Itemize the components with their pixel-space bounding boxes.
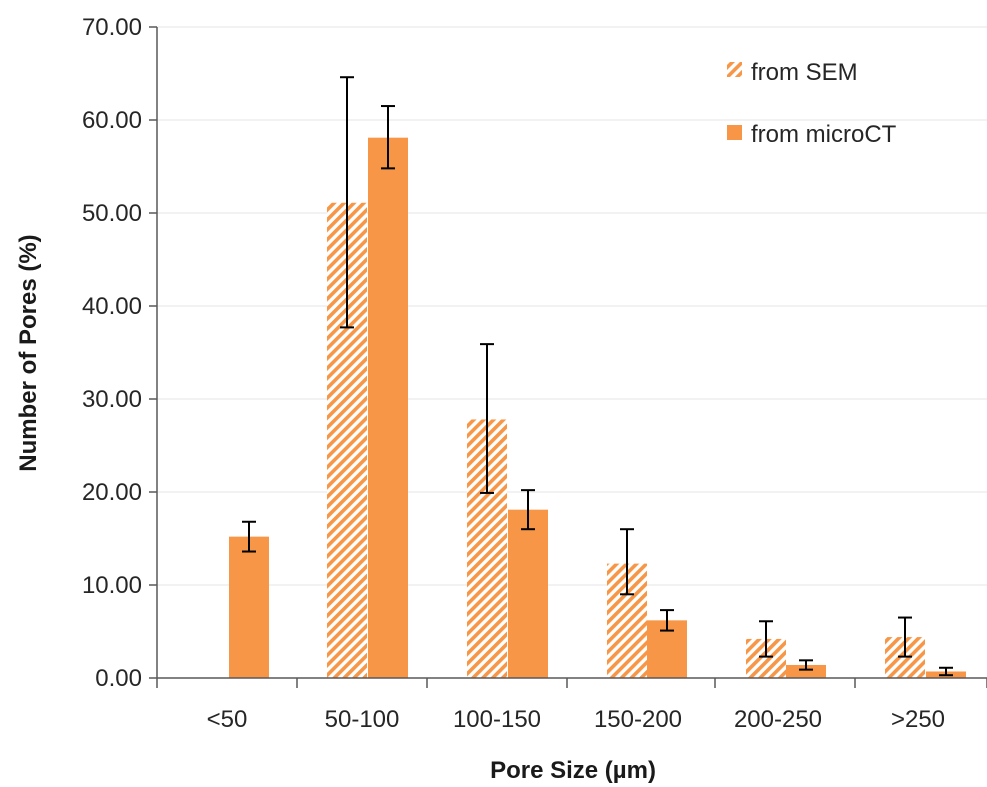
y-tick-label: 10.00 (82, 572, 142, 599)
bars (229, 137, 966, 679)
bar-microct (786, 664, 826, 678)
x-tick-label: >250 (891, 706, 945, 733)
x-tick-label: <50 (207, 706, 248, 733)
y-tick-label: 40.00 (82, 293, 142, 320)
y-axis-title: Number of Pores (%) (15, 234, 42, 471)
axes (149, 26, 987, 688)
legend-swatch-microct (727, 125, 742, 140)
legend-swatch-sem (727, 62, 742, 77)
bar-microct (229, 536, 269, 678)
legend-label-microct: from microCT (751, 121, 897, 148)
y-tick-label: 60.00 (82, 107, 142, 134)
y-tick-label: 0.00 (95, 665, 142, 692)
y-tick-label: 20.00 (82, 479, 142, 506)
y-tick-labels: 0.00 10.00 20.00 30.00 40.00 50.00 60.00 70.00 (82, 14, 142, 692)
gridlines (157, 26, 987, 586)
error-bars (242, 76, 953, 677)
bar-microct (508, 509, 548, 678)
x-tick-label: 200-250 (734, 706, 822, 733)
legend-label-sem: from SEM (751, 59, 858, 86)
x-tick-labels: <50 50-100 100-150 150-200 200-250 >250 (207, 706, 945, 733)
x-tick-label: 150-200 (594, 706, 682, 733)
x-tick-label: 50-100 (325, 706, 400, 733)
y-tick-label: 30.00 (82, 386, 142, 413)
bar-microct (368, 137, 408, 679)
legend: from SEM from microCT (727, 59, 897, 148)
y-tick-label: 70.00 (82, 14, 142, 41)
y-tick-label: 50.00 (82, 200, 142, 227)
x-axis-title: Pore Size (µm) (490, 757, 656, 784)
x-tick-label: 100-150 (453, 706, 541, 733)
